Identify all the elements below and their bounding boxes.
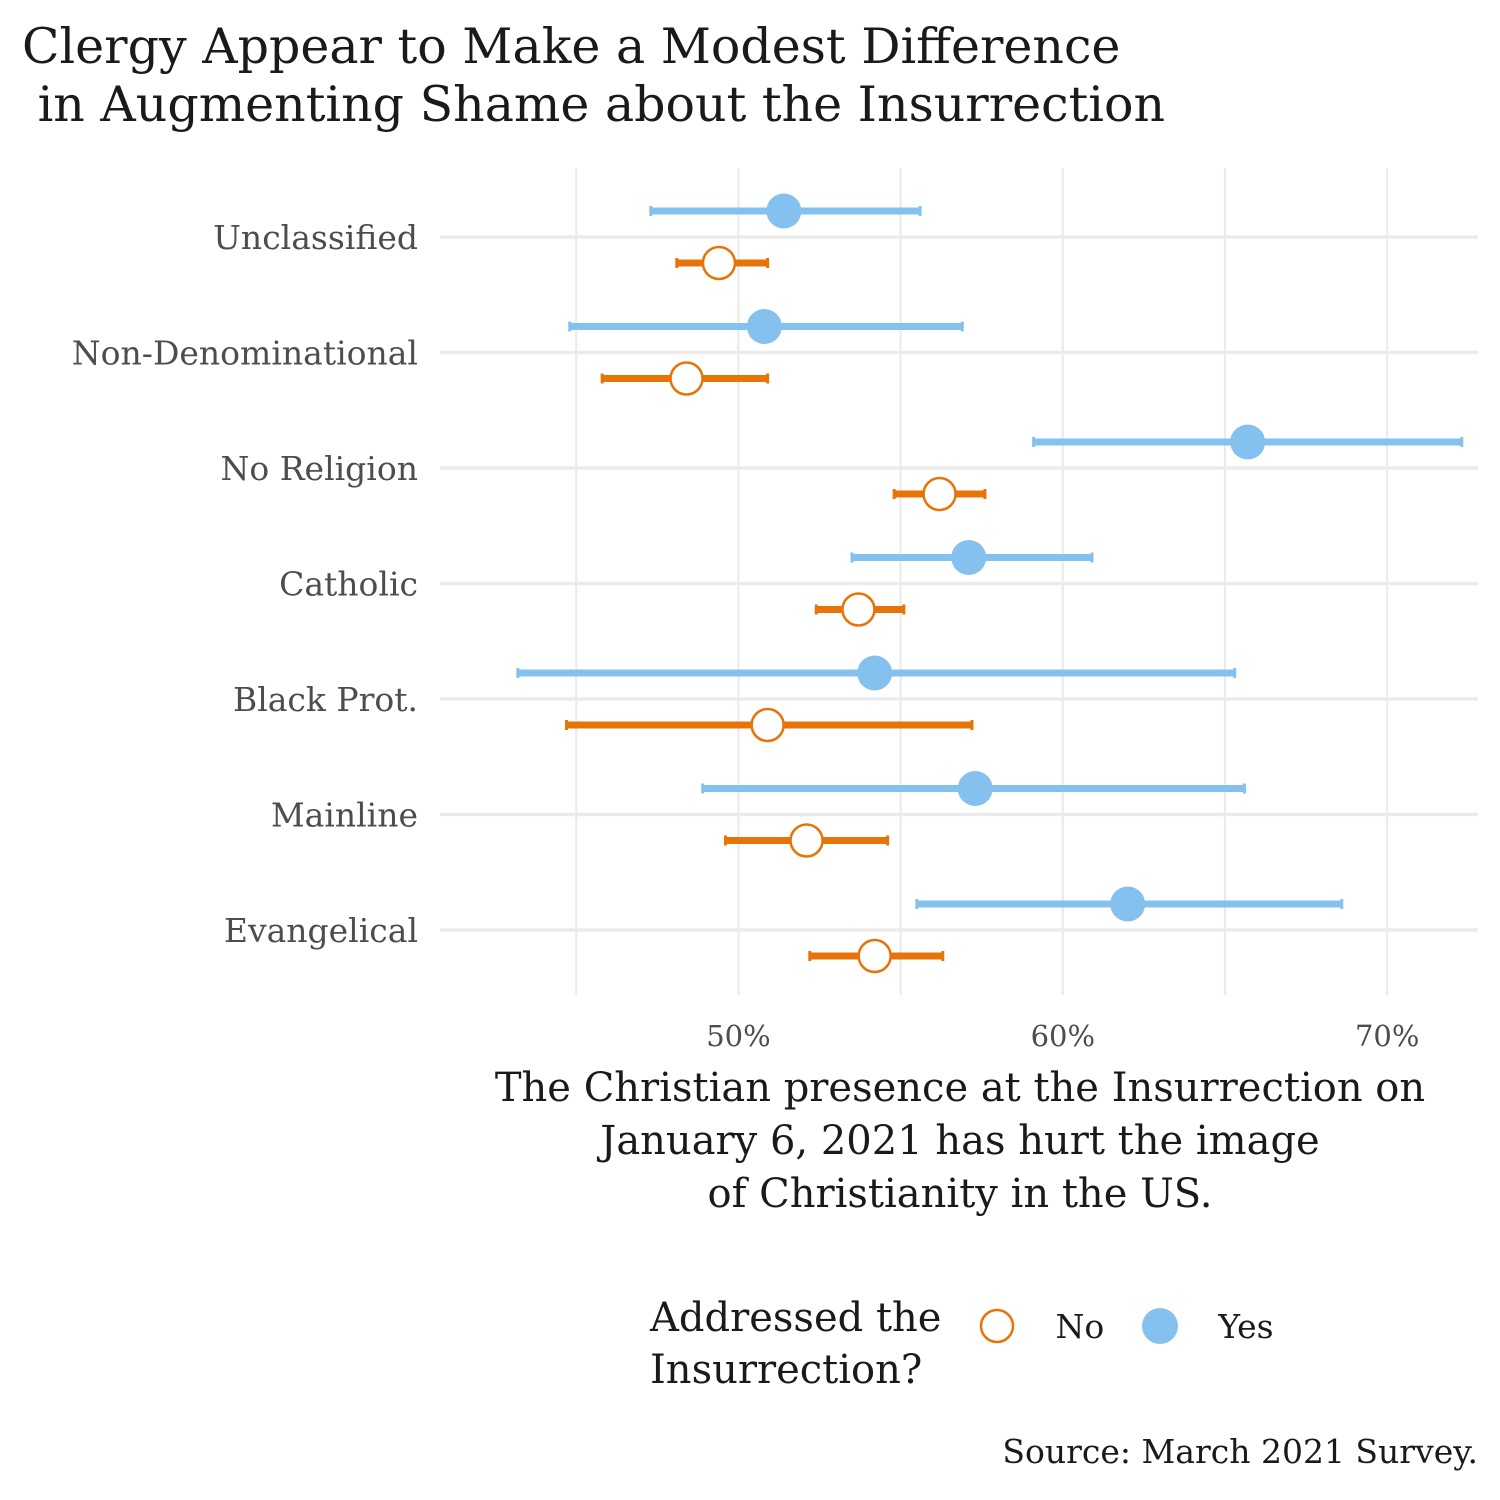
yes-point xyxy=(1110,886,1146,922)
x-tick-label: 70% xyxy=(1355,1019,1419,1053)
y-tick-label: Unclassified xyxy=(213,218,418,257)
y-tick-label: Catholic xyxy=(279,565,418,604)
x-axis-title-line-3: of Christianity in the US. xyxy=(707,1171,1213,1217)
x-tick-label: 50% xyxy=(706,1019,770,1053)
legend-label-yes: Yes xyxy=(1218,1306,1274,1346)
grid-layer xyxy=(440,168,1478,995)
y-axis-labels: Unclassified Non-Denominational No Religio… xyxy=(72,218,418,950)
yes-point xyxy=(957,771,993,806)
legend: Addressed the Insurrection? No Yes xyxy=(650,1292,1274,1396)
yes-point xyxy=(857,655,893,691)
chart-title-line-2: in Augmenting Shame about the Insurrecti… xyxy=(22,76,1166,133)
yes-point xyxy=(746,309,782,344)
y-tick-label: No Religion xyxy=(220,449,418,488)
x-axis-title: The Christian presence at the Insurrecti… xyxy=(440,1062,1480,1221)
chart-title: Clergy Appear to Make a Modest Differenc… xyxy=(22,18,1165,134)
legend-item-no: No xyxy=(977,1306,1104,1346)
x-axis-labels: 50% 60% 70% xyxy=(706,1019,1419,1053)
chart-title-line-1: Clergy Appear to Make a Modest Differenc… xyxy=(22,18,1121,75)
legend-key-yes xyxy=(1142,1308,1179,1344)
source-caption: Source: March 2021 Survey. xyxy=(1002,1432,1478,1471)
yes-point xyxy=(951,540,987,575)
chart-plot: Unclassified Non-Denominational No Religio… xyxy=(72,168,1478,1053)
legend-title-line-2: Insurrection? xyxy=(650,1347,923,1393)
legend-item-yes: Yes xyxy=(1140,1306,1274,1346)
y-tick-label: Mainline xyxy=(271,796,418,835)
x-tick-label: 60% xyxy=(1031,1019,1095,1053)
y-tick-label: Non-Denominational xyxy=(72,334,418,373)
x-axis-title-line-1: The Christian presence at the Insurrecti… xyxy=(494,1065,1426,1111)
open-circle-icon xyxy=(980,1308,1015,1344)
no-point xyxy=(857,938,892,974)
legend-label-no: No xyxy=(1055,1306,1105,1346)
legend-title-line-1: Addressed the xyxy=(650,1295,942,1341)
legend-key-no xyxy=(980,1308,1015,1344)
no-point xyxy=(841,592,876,627)
y-tick-label: Black Prot. xyxy=(233,680,418,719)
data-marks xyxy=(516,193,1464,974)
no-point xyxy=(669,361,704,396)
yes-point xyxy=(1230,424,1266,460)
no-point xyxy=(750,707,785,743)
yes-point xyxy=(766,193,802,229)
x-axis-title-line-2: January 6, 2021 has hurt the image xyxy=(600,1118,1320,1164)
y-tick-label: Evangelical xyxy=(224,911,418,950)
legend-title: Addressed the Insurrection? xyxy=(650,1292,941,1396)
no-point xyxy=(701,245,737,281)
filled-circle-icon xyxy=(1142,1308,1179,1344)
no-point xyxy=(922,476,957,512)
no-point xyxy=(789,823,824,858)
